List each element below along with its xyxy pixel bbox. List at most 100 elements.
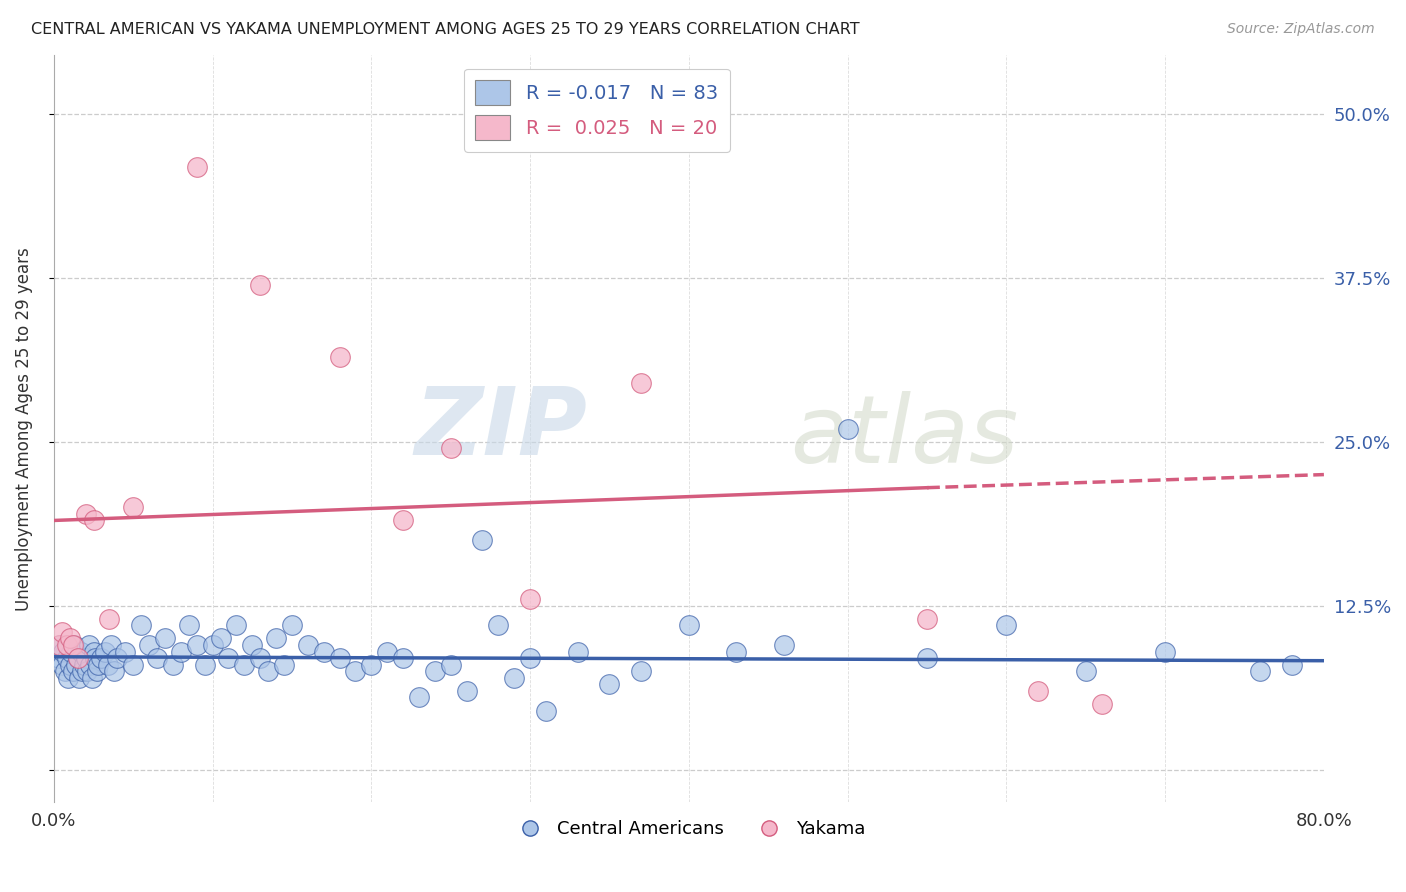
Point (392, 513, 415, 527)
Point (281, 618, 304, 632)
Point (87, 657, 110, 672)
Point (48, 638, 70, 652)
Point (773, 638, 796, 652)
Point (194, 657, 217, 672)
Point (67, 671, 90, 685)
Point (257, 664, 280, 678)
Text: CENTRAL AMERICAN VS YAKAMA UNEMPLOYMENT AMONG AGES 25 TO 29 YEARS CORRELATION CH: CENTRAL AMERICAN VS YAKAMA UNEMPLOYMENT … (31, 22, 859, 37)
Point (59, 657, 82, 672)
Text: ZIP: ZIP (415, 383, 588, 475)
Point (55, 638, 77, 652)
Point (66, 651, 89, 665)
Point (122, 657, 145, 672)
Point (48, 651, 70, 665)
Point (84, 651, 107, 665)
Point (53, 664, 76, 678)
Point (297, 638, 319, 652)
Point (56, 671, 79, 685)
Point (329, 350, 352, 364)
Point (240, 638, 263, 652)
Point (423, 664, 446, 678)
Point (98, 612, 121, 626)
Point (249, 277, 271, 292)
Point (519, 592, 541, 607)
Point (114, 644, 136, 658)
Point (392, 651, 415, 665)
Point (273, 657, 295, 672)
Point (51, 657, 73, 672)
Point (1281, 657, 1303, 672)
Point (83, 644, 105, 658)
Point (233, 657, 256, 672)
Point (471, 533, 494, 548)
Point (77, 638, 100, 652)
Point (217, 651, 239, 665)
Point (63, 638, 86, 652)
Point (49, 638, 72, 652)
Point (915, 651, 938, 665)
Point (73, 657, 96, 672)
Point (329, 651, 352, 665)
Point (129, 618, 152, 632)
Point (83, 513, 105, 527)
Point (186, 638, 208, 652)
Point (264, 632, 287, 646)
Point (408, 690, 430, 705)
Point (153, 632, 176, 646)
Point (837, 422, 859, 436)
Point (440, 657, 463, 672)
Legend: Central Americans, Yakama: Central Americans, Yakama (505, 814, 873, 846)
Point (80, 671, 103, 685)
Point (65, 657, 87, 672)
Point (97, 657, 120, 672)
Point (105, 651, 128, 665)
Point (177, 618, 200, 632)
Point (630, 376, 652, 390)
Point (598, 677, 620, 691)
Point (519, 651, 541, 665)
Point (76, 664, 98, 678)
Point (62, 638, 84, 652)
Point (122, 500, 145, 515)
Point (86, 664, 108, 678)
Point (75, 651, 97, 665)
Point (915, 612, 938, 626)
Point (225, 618, 247, 632)
Point (62, 664, 84, 678)
Point (1249, 664, 1271, 678)
Point (69, 644, 91, 658)
Text: Source: ZipAtlas.com: Source: ZipAtlas.com (1227, 22, 1375, 37)
Point (93, 644, 115, 658)
Point (170, 644, 193, 658)
Point (344, 664, 367, 678)
Point (1154, 644, 1177, 658)
Point (630, 664, 652, 678)
Point (66, 651, 89, 665)
Point (55, 651, 77, 665)
Point (100, 638, 122, 652)
Point (567, 644, 589, 658)
Point (75, 507, 97, 521)
Point (1074, 664, 1097, 678)
Y-axis label: Unemployment Among Ages 25 to 29 years: Unemployment Among Ages 25 to 29 years (15, 247, 32, 611)
Point (725, 644, 748, 658)
Point (486, 618, 509, 632)
Point (72, 664, 94, 678)
Text: atlas: atlas (790, 391, 1019, 482)
Point (79, 657, 101, 672)
Point (51, 624, 73, 639)
Point (995, 618, 1018, 632)
Point (360, 657, 382, 672)
Point (52, 644, 75, 658)
Point (249, 651, 271, 665)
Point (186, 160, 208, 174)
Point (440, 442, 463, 456)
Point (209, 632, 232, 646)
Point (1026, 684, 1049, 698)
Point (138, 638, 160, 652)
Point (456, 684, 478, 698)
Point (59, 632, 82, 646)
Point (534, 704, 557, 718)
Point (146, 651, 169, 665)
Point (678, 618, 700, 632)
